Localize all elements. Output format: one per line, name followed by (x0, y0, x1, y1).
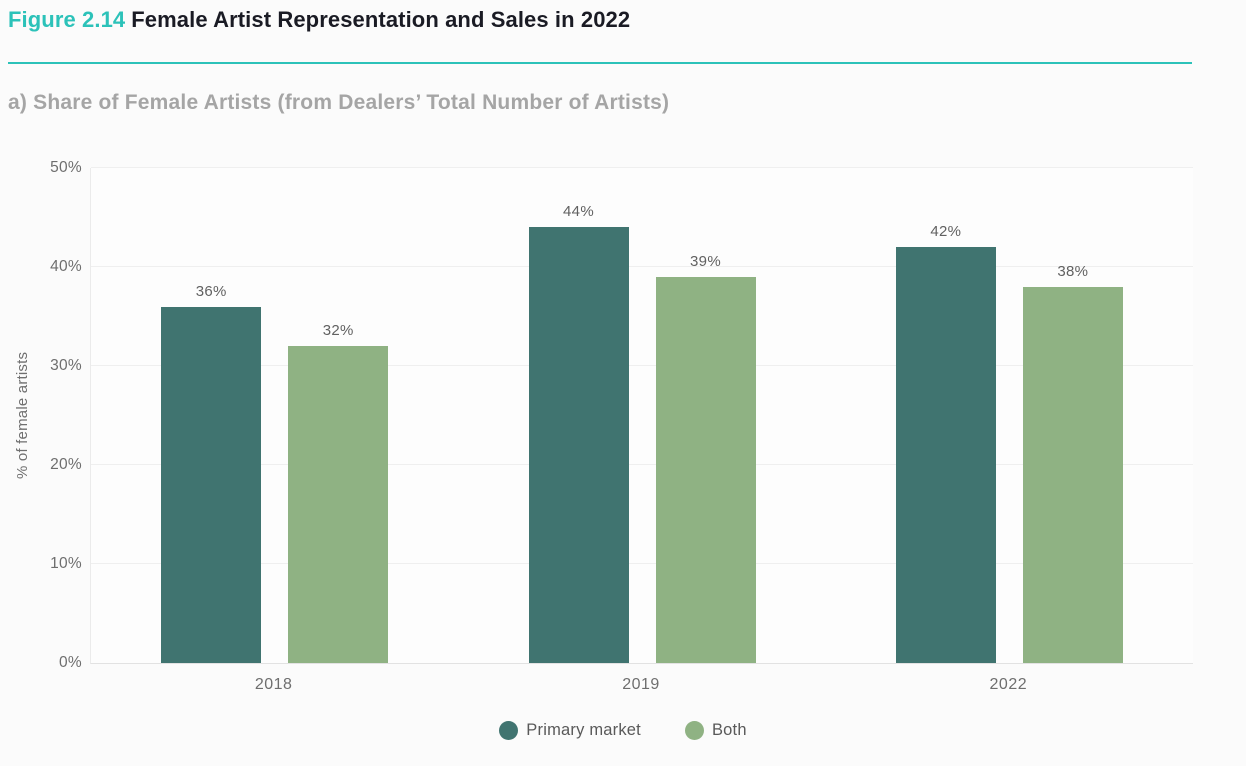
legend-label: Primary market (526, 721, 641, 739)
gridline (91, 464, 1193, 465)
legend-marker-icon (499, 721, 519, 740)
legend-item-both[interactable]: Both (684, 721, 747, 740)
accent-divider (8, 62, 1192, 64)
y-tick-label: 10% (50, 555, 82, 572)
legend: Primary market Both (0, 721, 1246, 740)
bar-value-label: 38% (1057, 262, 1089, 280)
bar-2018-primary-market[interactable] (161, 306, 262, 663)
bar-value-label: 36% (195, 282, 227, 300)
legend-marker-icon (684, 721, 704, 740)
bar-value-label: 44% (563, 203, 594, 221)
bar-2022-primary-market[interactable] (895, 247, 996, 663)
figure-header: Figure 2.14 Female Artist Representation … (8, 7, 630, 33)
gridline (91, 365, 1193, 366)
bar-2019-both[interactable] (655, 276, 756, 663)
bar-2018-both[interactable] (288, 346, 389, 663)
bar-value-label: 39% (690, 252, 721, 270)
x-tick-label-2019: 2019 (622, 676, 660, 693)
plot-area: 36% 32% 44% 39% 42% 38% (90, 167, 1193, 664)
y-tick-label: 50% (50, 159, 82, 176)
figure-title: Female Artist Representation and Sales i… (131, 7, 631, 32)
legend-label: Both (711, 721, 747, 739)
bar-value-label: 32% (322, 322, 354, 340)
gridline (91, 167, 1193, 168)
legend-item-primary-market[interactable]: Primary market (499, 721, 641, 740)
gridline (91, 266, 1193, 267)
chart-subtitle: a) Share of Female Artists (from Dealers… (8, 91, 670, 114)
bar-value-label: 42% (930, 223, 962, 241)
y-tick-label: 0% (58, 654, 82, 671)
y-tick-label: 30% (50, 357, 82, 374)
figure-number: Figure 2.14 (8, 7, 126, 32)
x-tick-label-2022: 2022 (989, 676, 1028, 693)
y-tick-label: 40% (50, 258, 82, 275)
y-tick-label: 20% (50, 456, 82, 473)
bar-2019-primary-market[interactable] (528, 227, 629, 663)
y-axis-title: % of female artists (14, 351, 31, 480)
gridline (91, 563, 1193, 564)
x-tick-label-2018: 2018 (254, 676, 293, 693)
bar-2022-both[interactable] (1022, 286, 1123, 663)
